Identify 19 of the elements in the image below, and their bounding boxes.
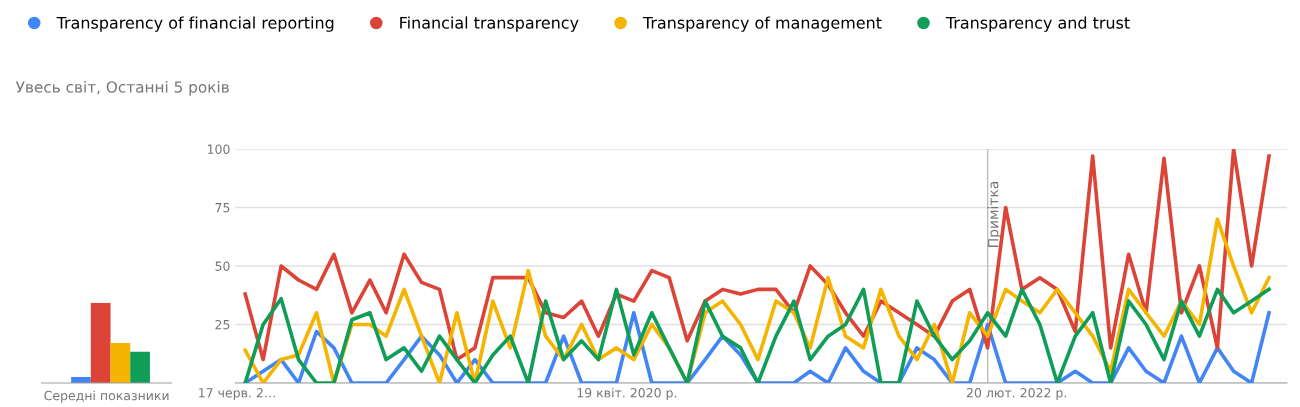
x-tick-label: 17 черв. 2… <box>199 388 275 400</box>
bar <box>90 302 111 383</box>
y-tick-label: 25 <box>215 319 230 330</box>
y-tick-label: 75 <box>215 203 230 213</box>
y-tick-label: 100 <box>207 144 230 154</box>
legend-label: Transparency and trust <box>945 16 1130 32</box>
line-series <box>243 148 1271 362</box>
chart-subtitle: Увесь світ, Останні 5 років <box>15 80 229 96</box>
bar <box>110 342 131 383</box>
legend-label: Transparency of financial reporting <box>56 16 334 32</box>
x-tick-label: 19 квіт. 2020 р. <box>577 387 677 400</box>
ref-line-label: Примітка <box>987 181 1002 247</box>
x-tick-label: 20 лют. 2022 р. <box>966 388 1066 400</box>
line-series <box>243 287 1271 383</box>
bar <box>130 351 150 383</box>
y-tick-label: 50 <box>215 261 230 271</box>
legend-label: Transparency of management <box>642 16 882 32</box>
legend-label: Financial transparency <box>400 16 579 32</box>
x-axis-title: Середні показники <box>44 390 169 403</box>
